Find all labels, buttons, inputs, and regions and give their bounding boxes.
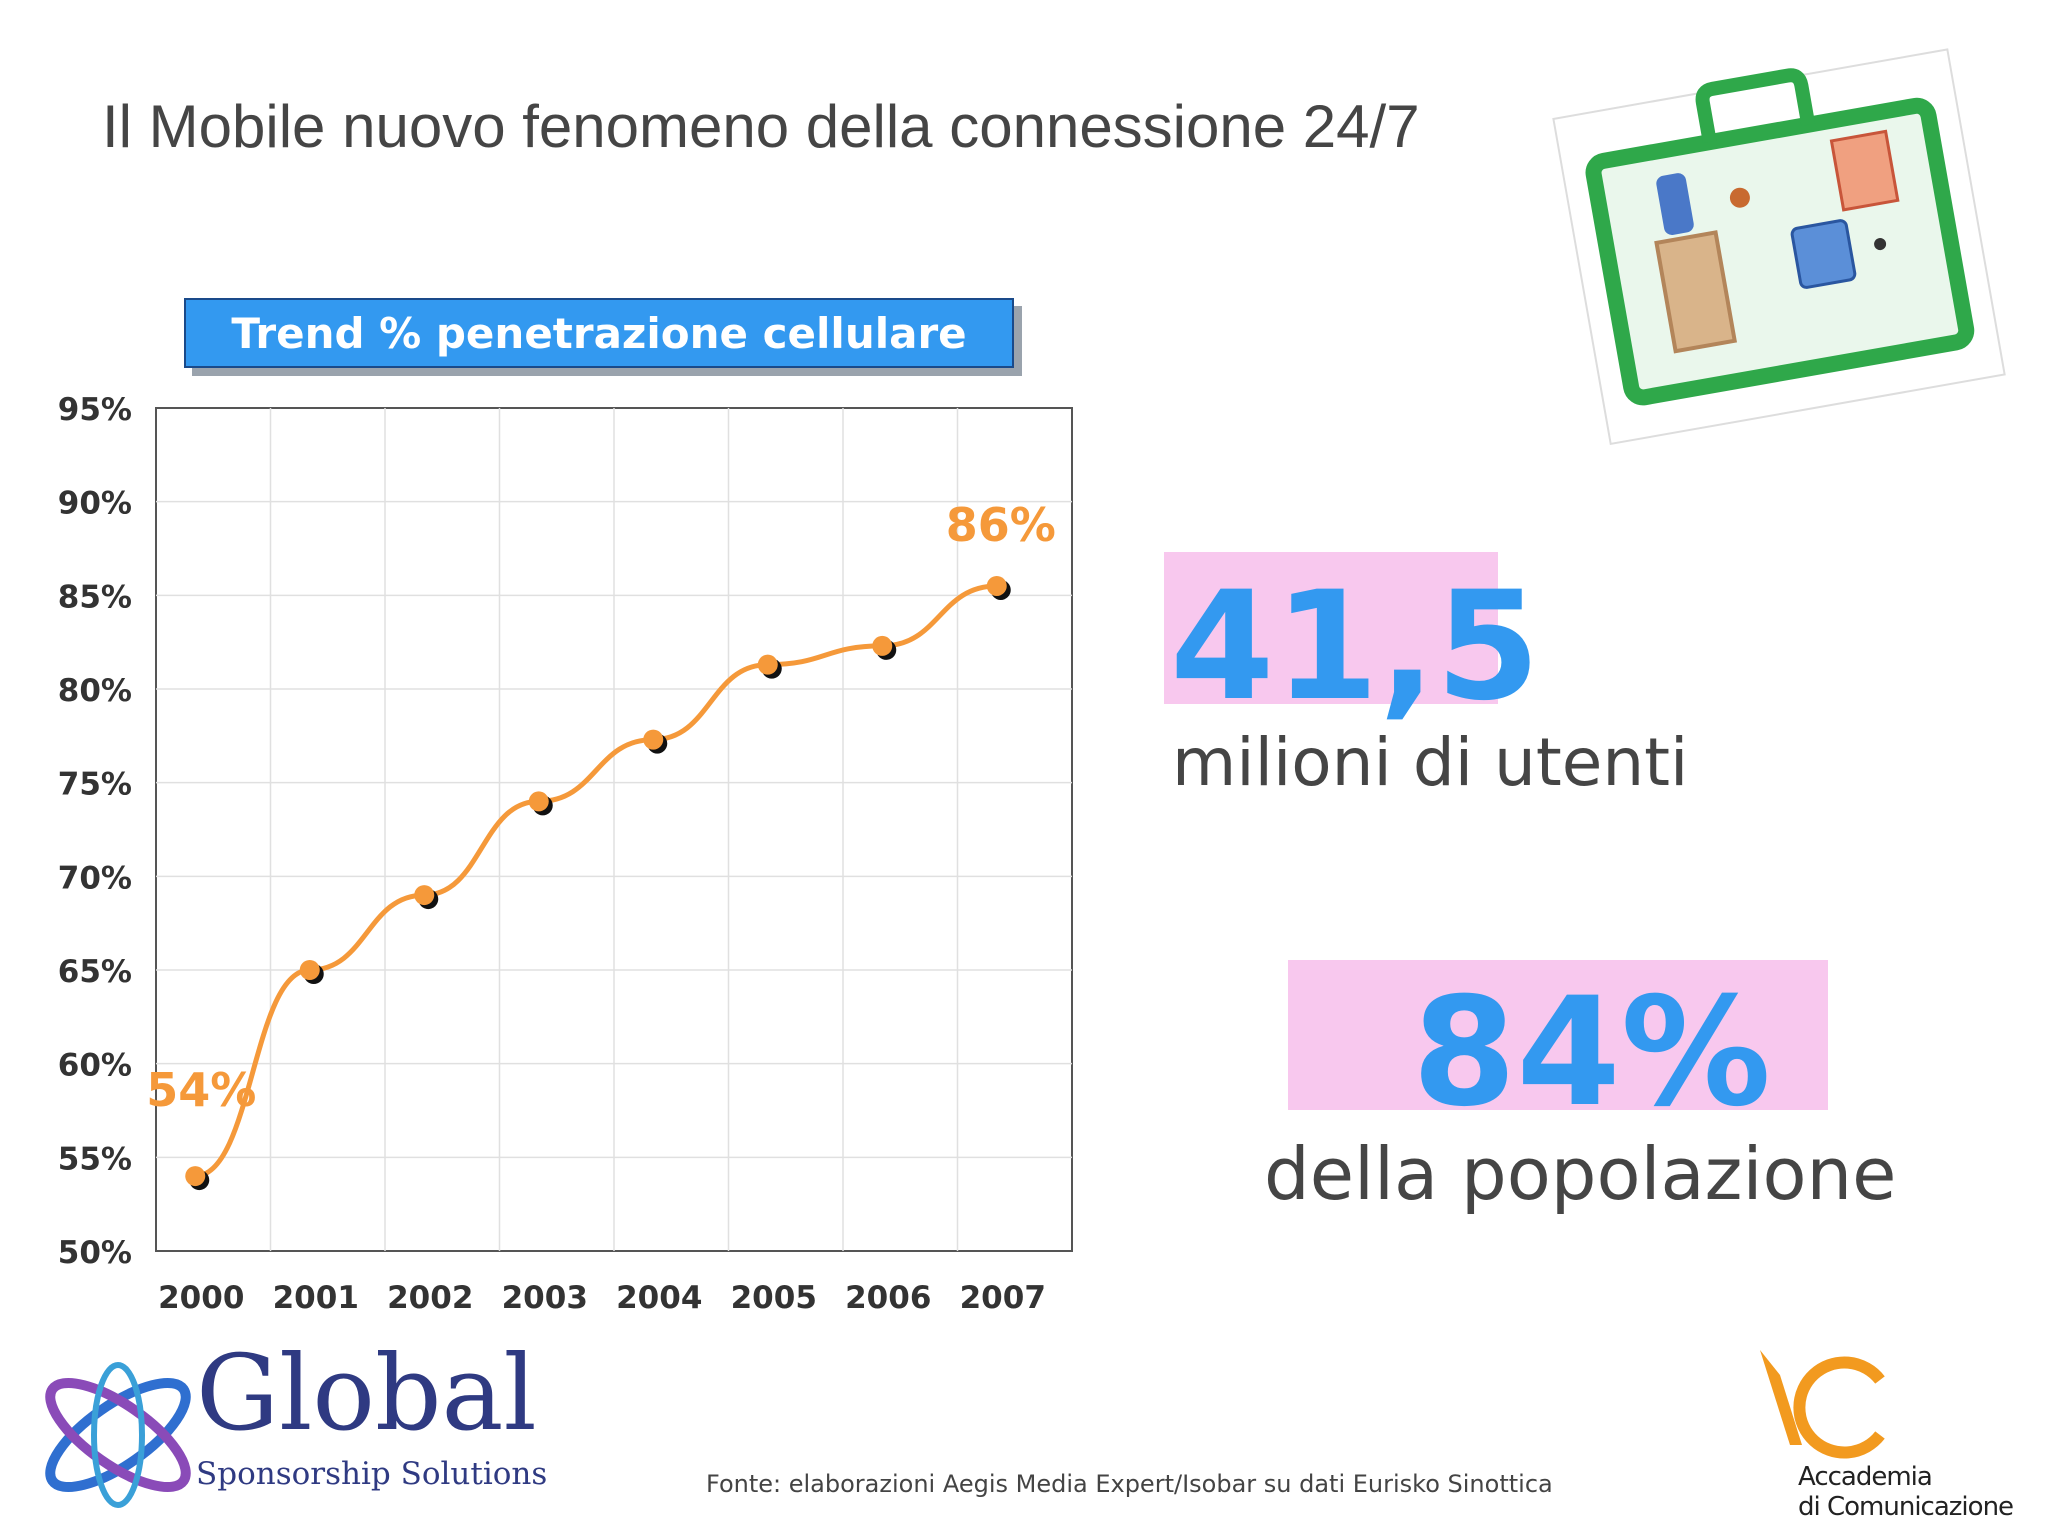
x-tick-label: 2004 bbox=[616, 1280, 702, 1316]
y-tick-label: 85% bbox=[58, 579, 132, 615]
y-tick-label: 95% bbox=[58, 392, 132, 428]
slide-title: Il Mobile nuovo fenomeno della connessio… bbox=[102, 93, 1420, 160]
y-tick-label: 90% bbox=[58, 486, 132, 522]
global-logo-subtitle: Sponsorship Solutions bbox=[196, 1456, 548, 1492]
academy-line2: di Comunicazione bbox=[1798, 1492, 2014, 1522]
users-value: 41,5 bbox=[1170, 560, 1541, 734]
academy-logo-text: Accademia di Comunicazione bbox=[1798, 1462, 2014, 1522]
population-highlight bbox=[1288, 960, 1828, 1110]
data-point-2002 bbox=[414, 885, 435, 906]
data-point-2007 bbox=[986, 575, 1007, 596]
y-tick-label: 75% bbox=[58, 767, 132, 803]
x-tick-label: 2005 bbox=[731, 1280, 817, 1316]
annotation-2000: 54% bbox=[146, 1063, 256, 1117]
x-tick-label: 2003 bbox=[502, 1280, 588, 1316]
users-caption: milioni di utenti bbox=[1172, 724, 1689, 801]
x-tick-label: 2002 bbox=[387, 1280, 473, 1316]
global-logo-word: Global bbox=[196, 1332, 537, 1454]
chart-title: Trend % penetrazione cellulare bbox=[184, 298, 1014, 368]
x-tick-label: 2006 bbox=[845, 1280, 931, 1316]
data-point-2005 bbox=[757, 654, 778, 675]
data-point-2001 bbox=[299, 960, 320, 980]
data-point-2006 bbox=[872, 635, 893, 656]
data-point-2000 bbox=[185, 1166, 206, 1187]
x-tick-label: 2007 bbox=[960, 1280, 1046, 1316]
x-tick-label: 2000 bbox=[158, 1280, 244, 1316]
global-logo-swirl-icon bbox=[45, 1362, 191, 1508]
briefcase-xray-image bbox=[1552, 48, 2006, 446]
y-tick-label: 70% bbox=[58, 860, 132, 896]
x-tick-label: 2001 bbox=[273, 1280, 359, 1316]
users-highlight bbox=[1164, 552, 1498, 704]
y-tick-label: 60% bbox=[58, 1048, 132, 1084]
population-caption: della popolazione bbox=[1264, 1132, 1897, 1216]
data-point-2004 bbox=[643, 729, 664, 750]
y-tick-label: 80% bbox=[58, 673, 132, 709]
source-note: Fonte: elaborazioni Aegis Media Expert/I… bbox=[706, 1470, 1553, 1498]
academy-logo-icon bbox=[1760, 1350, 1885, 1459]
series-points bbox=[185, 575, 1011, 1191]
academy-line1: Accademia bbox=[1798, 1462, 1933, 1492]
y-tick-label: 65% bbox=[58, 954, 132, 990]
data-point-2003 bbox=[528, 791, 549, 812]
annotation-2007: 86% bbox=[946, 498, 1056, 552]
y-tick-label: 55% bbox=[58, 1141, 132, 1177]
y-axis-ticks: 50% 55% 60% 65% 70% 75% 80% 85% 90% 95% bbox=[58, 392, 132, 1271]
population-value: 84% bbox=[1412, 966, 1772, 1140]
annotations: 54% 86% bbox=[146, 498, 1056, 1117]
y-tick-label: 50% bbox=[58, 1235, 132, 1271]
x-axis-ticks: 2000 2001 2002 2003 2004 2005 2006 2007 bbox=[158, 1280, 1046, 1316]
